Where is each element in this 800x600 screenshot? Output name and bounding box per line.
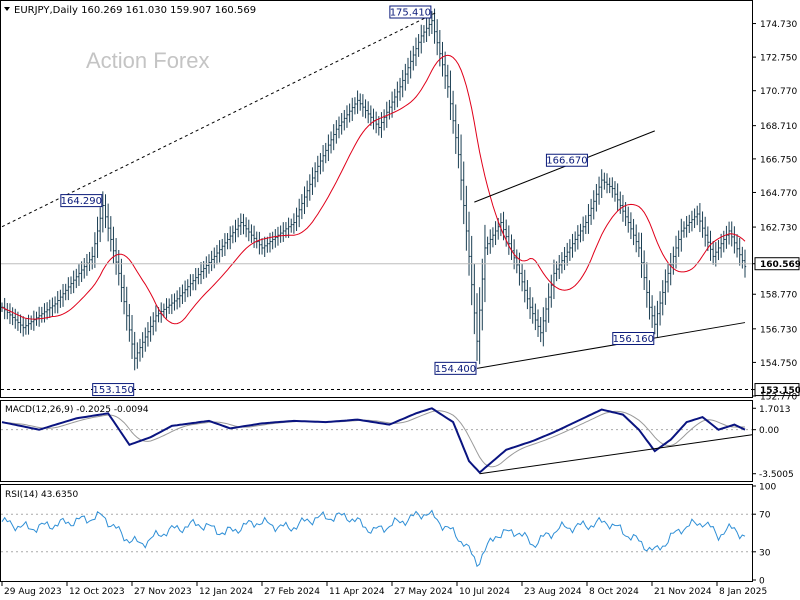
date-axis-label: 12 Jan 2024	[199, 587, 253, 597]
rsi-line	[1, 509, 746, 568]
rsi-title: RSI(14) 43.6350	[5, 490, 78, 500]
price-axis-label: 160.569	[760, 260, 800, 270]
price-annotation-label: 164.290	[61, 196, 102, 207]
price-annotation-box	[545, 153, 588, 167]
price-annotation-box	[612, 332, 655, 346]
price-axis-label: 154.750	[760, 359, 797, 369]
price-annotation-label: 156.160	[613, 334, 654, 345]
price-trendline	[1, 11, 438, 228]
rsi-axis-label: 30	[759, 548, 771, 558]
date-axis-label: 11 Apr 2024	[329, 587, 385, 597]
price-layer: 175.410 164.290 153.150 154.400 166.670 156.1…	[0, 5, 752, 397]
price-trendline	[476, 322, 746, 369]
current-price-tag	[754, 257, 800, 271]
price-annotation-label: 175.410	[390, 8, 431, 19]
price-axis-label: 168.710	[760, 122, 797, 132]
macd-axis-label: 1.7013	[759, 405, 791, 415]
date-axis-label: 27 Feb 2024	[264, 587, 320, 597]
macd-layer	[1, 407, 753, 475]
date-axis-label: 12 Oct 2023	[69, 587, 125, 597]
macd-axis-label: -3.5005	[759, 470, 794, 480]
support-price-tag	[754, 383, 800, 397]
rsi-axis-label: 70	[759, 511, 771, 521]
watermark-text: Action Forex	[86, 48, 210, 73]
macd-title: MACD(12,26,9) -0.2025 -0.0094	[5, 405, 149, 415]
rsi-axis-label: 0	[759, 577, 765, 587]
price-annotation-box	[434, 361, 477, 375]
price-axis-label: 170.770	[760, 87, 797, 97]
rsi-axis-label: 100	[759, 483, 776, 493]
date-axis-label: 8 Oct 2024	[589, 587, 639, 597]
price-axis-label: 172.750	[760, 54, 797, 64]
price-annotation-label: 153.150	[92, 385, 133, 396]
date-axis-label: 10 Jul 2024	[459, 587, 510, 597]
dropdown-arrow-icon[interactable]	[4, 7, 10, 11]
macd-signal-line	[1, 410, 746, 468]
price-annotation-label: 166.670	[546, 156, 587, 167]
price-axis-label: 156.730	[760, 325, 797, 335]
moving-average-line	[1, 54, 746, 325]
price-axis-label: 164.770	[760, 189, 797, 199]
date-axis-label: 21 Nov 2024	[654, 587, 712, 597]
date-axis-label: 23 Aug 2024	[524, 587, 582, 597]
price-annotation-box	[92, 383, 135, 397]
price-annotation-box	[60, 194, 103, 208]
macd-trendline	[479, 434, 753, 475]
price-axis-label: 162.730	[760, 224, 797, 234]
price-axis-label: 174.730	[760, 20, 797, 30]
date-axis-label: 8 Jan 2025	[719, 587, 767, 597]
price-annotation-label: 154.400	[435, 364, 476, 375]
date-axis-label: 27 Nov 2023	[134, 587, 192, 597]
macd-line	[1, 407, 746, 474]
date-axis-label: 29 Aug 2023	[4, 587, 62, 597]
rsi-panel	[0, 484, 753, 582]
rsi-layer	[1, 509, 752, 568]
macd-axis-label: 0.00	[759, 426, 779, 436]
price-axis-label: 152.770	[760, 393, 797, 403]
price-annotation-box	[389, 5, 432, 19]
price-axis-label: 153.150	[760, 386, 800, 396]
chart-symbol-header: EURJPY,Daily 160.269 161.030 159.907 160…	[14, 5, 256, 16]
price-panel	[0, 0, 753, 398]
price-axis-label: 158.770	[760, 291, 797, 301]
axis-layer: 174.730 172.750 170.770 168.710 166.750 164.7…	[1, 20, 800, 597]
price-axis-label: 166.750	[760, 155, 797, 165]
date-axis-label: 27 May 2024	[394, 587, 453, 597]
